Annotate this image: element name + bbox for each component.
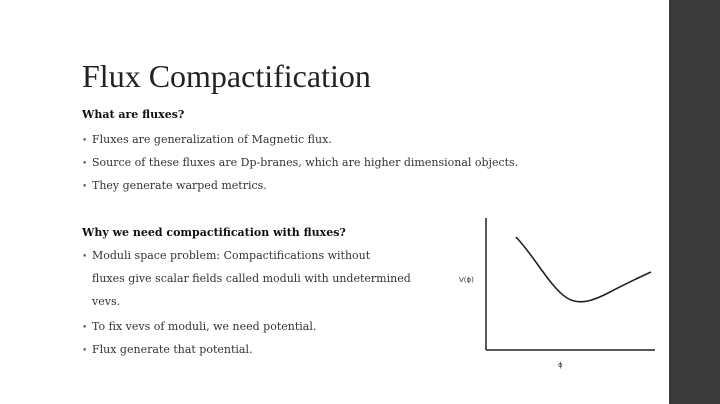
bullet-item: • Moduli space problem: Compactifications…: [82, 249, 370, 262]
potential-diagram: V(ϕ) ϕ: [455, 212, 665, 372]
bullet-text: Fluxes are generalization of Magnetic fl…: [92, 133, 332, 146]
bullet-dot-icon: •: [82, 346, 88, 356]
section-heading-why-fluxes: Why we need compactification with fluxes…: [82, 226, 346, 239]
bullet-text: Moduli space problem: Compactifications …: [92, 249, 371, 262]
bullet-item: • Source of these fluxes are Dp-branes, w…: [82, 156, 518, 169]
bullet-dot-icon: •: [82, 182, 88, 192]
bullet-dot-icon: •: [82, 252, 88, 262]
bullet-continuation: fluxes give scalar fields called moduli …: [92, 272, 411, 285]
slide-title: Flux Compactification: [82, 58, 371, 94]
bullet-item: • Flux generate that potential.: [82, 343, 253, 356]
bullet-text: Source of these fluxes are Dp-branes, wh…: [92, 156, 519, 169]
bullet-text: To fix vevs of moduli, we need potential…: [92, 320, 317, 333]
bullet-item: • They generate warped metrics.: [82, 179, 267, 192]
potential-curve: [515, 236, 652, 303]
section-heading-fluxes: What are fluxes?: [82, 108, 185, 121]
bullet-dot-icon: •: [82, 159, 88, 169]
right-sidebar-band: [669, 0, 720, 404]
bullet-text: Flux generate that potential.: [92, 343, 253, 356]
bullet-dot-icon: •: [82, 323, 88, 333]
bullet-dot-icon: •: [82, 136, 88, 146]
potential-diagram-svg: V(ϕ) ϕ: [459, 218, 655, 369]
y-axis-label: V(ϕ): [459, 276, 474, 284]
bullet-continuation: vevs.: [92, 295, 121, 308]
bullet-text: They generate warped metrics.: [92, 179, 267, 192]
x-axis-label: ϕ: [558, 361, 563, 369]
bullet-item: • To fix vevs of moduli, we need potentia…: [82, 320, 316, 333]
bullet-item: • Fluxes are generalization of Magnetic f…: [82, 133, 332, 146]
